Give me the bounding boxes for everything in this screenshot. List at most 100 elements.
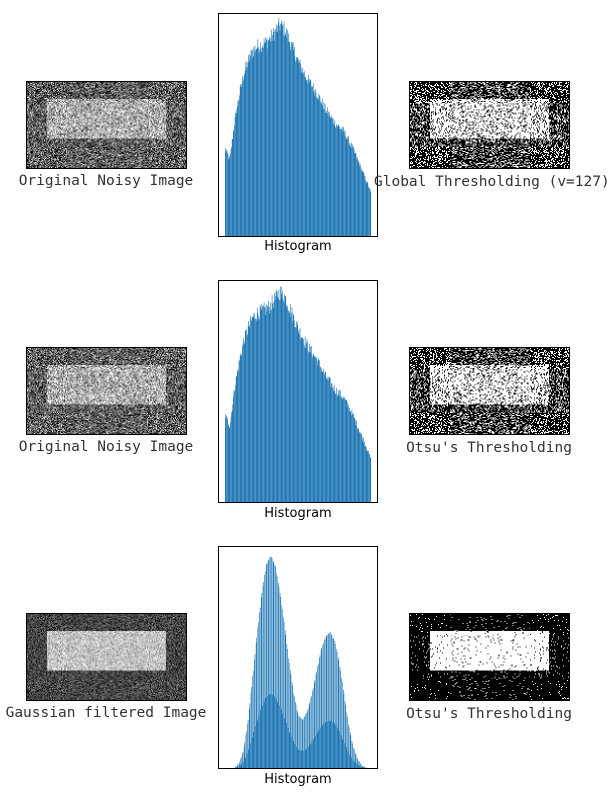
histogram-bar bbox=[357, 765, 359, 768]
histogram-bar bbox=[300, 339, 301, 502]
histogram-bar bbox=[251, 50, 252, 236]
histogram-bar bbox=[308, 79, 310, 236]
histogram-bar bbox=[328, 111, 329, 236]
histogram-bar bbox=[267, 695, 268, 768]
histogram-bar bbox=[230, 148, 232, 236]
histogram-bar bbox=[245, 331, 247, 502]
histogram-bar bbox=[347, 406, 349, 502]
histogram-bar bbox=[351, 409, 353, 502]
histogram-bar bbox=[251, 686, 252, 768]
histogram-bar bbox=[353, 414, 354, 502]
histogram-bar bbox=[290, 50, 291, 236]
histogram-bar bbox=[274, 40, 275, 236]
histogram-bar bbox=[365, 180, 366, 236]
histogram-bar bbox=[274, 300, 276, 502]
histogram-bar bbox=[337, 390, 339, 502]
histogram-bar bbox=[287, 727, 289, 768]
histogram-bar bbox=[311, 695, 312, 768]
histogram-bar bbox=[279, 705, 280, 768]
histogram-bar bbox=[242, 753, 243, 768]
histogram-bar bbox=[250, 316, 251, 502]
histogram-bar bbox=[312, 91, 314, 236]
histogram-bar bbox=[339, 396, 341, 502]
histogram-bar bbox=[349, 732, 351, 768]
histogram-label: Histogram bbox=[264, 239, 332, 254]
histogram-bar bbox=[295, 59, 297, 236]
histogram-bar bbox=[251, 316, 253, 502]
histogram-bar bbox=[357, 759, 358, 768]
histogram-bar bbox=[272, 561, 274, 768]
histogram-label: Histogram bbox=[264, 506, 332, 521]
histogram-bar bbox=[287, 648, 288, 768]
histogram-bar bbox=[277, 702, 279, 768]
histogram-bar bbox=[240, 758, 242, 768]
histogram-bar bbox=[302, 68, 304, 236]
histogram-bar bbox=[299, 59, 301, 236]
histogram-bar bbox=[263, 701, 265, 768]
histogram-bar bbox=[299, 61, 300, 236]
histogram-bar bbox=[357, 159, 358, 236]
histogram-bar bbox=[332, 722, 333, 768]
histogram-bar bbox=[264, 307, 265, 502]
histogram-bar bbox=[231, 147, 232, 236]
histogram-bar bbox=[261, 303, 263, 502]
histogram-bar bbox=[247, 719, 249, 768]
histogram-bar bbox=[242, 81, 244, 236]
histogram-bar bbox=[271, 295, 273, 502]
histogram-bar bbox=[274, 696, 275, 768]
histogram-bar bbox=[325, 722, 326, 768]
histogram-bar bbox=[254, 318, 256, 502]
histogram-bar bbox=[329, 632, 331, 768]
histogram-bar bbox=[358, 429, 360, 502]
histogram-bar bbox=[362, 440, 364, 502]
histogram-bar bbox=[256, 48, 257, 236]
histogram-bar bbox=[339, 390, 340, 502]
histogram-bar bbox=[265, 315, 267, 502]
histogram-bar bbox=[247, 334, 248, 502]
histogram-bar bbox=[228, 156, 230, 236]
histogram-bar bbox=[337, 657, 339, 768]
histogram-bar bbox=[316, 733, 318, 768]
histogram-bar bbox=[231, 139, 233, 236]
histogram-bar bbox=[255, 318, 256, 502]
histogram-bar bbox=[262, 306, 263, 502]
histogram-bar bbox=[313, 739, 315, 768]
histogram-bar bbox=[325, 377, 327, 502]
histogram-bar bbox=[284, 35, 285, 236]
histogram-bar bbox=[356, 156, 358, 236]
histogram-bar bbox=[276, 576, 278, 768]
histogram-bar bbox=[252, 56, 254, 236]
histogram-bar bbox=[363, 172, 364, 236]
histogram-bar bbox=[313, 83, 315, 236]
histogram-bar bbox=[294, 743, 296, 768]
histogram-bar bbox=[305, 714, 307, 768]
histogram-bar bbox=[288, 33, 289, 236]
histogram-bar bbox=[266, 304, 267, 502]
histogram-bar bbox=[243, 75, 245, 236]
histogram-bar bbox=[260, 710, 261, 768]
histogram-bar bbox=[303, 75, 305, 236]
histogram-bar bbox=[337, 396, 338, 502]
histogram-bar bbox=[363, 443, 365, 502]
histogram-bar bbox=[283, 300, 284, 502]
histogram-bar bbox=[267, 39, 269, 236]
histogram-bar bbox=[287, 306, 288, 502]
histogram-bar bbox=[343, 130, 345, 236]
histogram-bar bbox=[343, 398, 344, 502]
histogram-bar bbox=[339, 731, 340, 768]
histogram-bar bbox=[266, 310, 268, 502]
histogram-bar bbox=[316, 358, 317, 502]
histogram-bar bbox=[267, 561, 269, 768]
histogram-bar bbox=[338, 125, 340, 236]
histogram-bar bbox=[268, 694, 270, 768]
histogram-bar bbox=[290, 46, 292, 236]
histogram-bar bbox=[333, 723, 335, 768]
histogram-bar bbox=[290, 674, 292, 768]
histogram-bar bbox=[257, 313, 259, 502]
histogram-bar bbox=[298, 715, 300, 768]
histogram-bar bbox=[291, 307, 293, 502]
histogram-bar bbox=[279, 592, 281, 768]
histogram-bar bbox=[250, 692, 252, 768]
histogram-bar bbox=[242, 752, 244, 768]
histogram-bar bbox=[338, 660, 340, 768]
